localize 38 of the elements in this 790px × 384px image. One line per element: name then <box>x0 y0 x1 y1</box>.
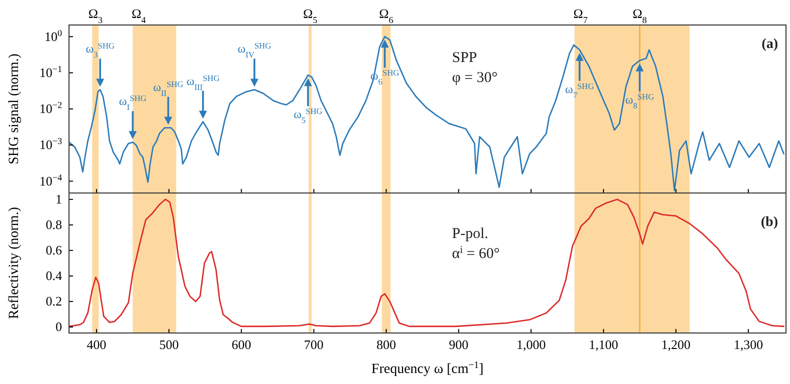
y-tick-label: 0.2 <box>46 294 62 309</box>
annotation: SPP <box>452 50 478 66</box>
y-tick-label: 10$^{0}$ <box>44 28 62 44</box>
ref-line-label: Ω$_{8}$ <box>632 6 648 25</box>
annotation: P-pol. <box>452 226 488 242</box>
annotation: (a) <box>762 37 778 52</box>
y-tick-label: 10$^{−4}$ <box>39 172 62 188</box>
y-tick-label: 0.8 <box>46 217 62 232</box>
y-tick-label: 0.4 <box>46 268 62 284</box>
y-tick-label: 0 <box>56 319 62 334</box>
y-tick-label: 0.6 <box>46 242 62 258</box>
line-series <box>69 198 785 328</box>
annotation: α$^{i}$ = 60° <box>452 244 500 262</box>
y-tick-label: 1 <box>56 192 62 207</box>
annotation: φ = 30° <box>452 70 498 86</box>
band-label: Ω$_{5}$ <box>303 6 318 25</box>
x-tick-label: 1,000 <box>516 337 546 352</box>
x-tick-label: 500 <box>159 337 179 352</box>
y-tick-label: 10$^{−1}$ <box>39 64 62 80</box>
x-tick-label: 400 <box>86 337 106 352</box>
band-label: Ω$_{4}$ <box>132 6 146 25</box>
x-tick-label: 600 <box>232 337 252 352</box>
y-axis-title: Reflectivity (norm.) <box>7 206 22 319</box>
y-tick-label: 10$^{−3}$ <box>39 136 62 152</box>
x-axis-title: Frequency ω [cm$^{−1}$] <box>371 360 484 377</box>
x-tick-label: 1,200 <box>661 337 691 352</box>
x-tick-label: 1,300 <box>734 337 763 352</box>
annotation: (b) <box>760 215 778 230</box>
x-tick-label: 900 <box>448 337 468 352</box>
x-tick-label: 700 <box>304 337 324 352</box>
line-series <box>69 36 785 192</box>
band-label: Ω$_{6}$ <box>379 6 394 25</box>
y-axis-title: SHG signal (norm.) <box>7 53 22 164</box>
x-tick-label: 800 <box>376 337 396 352</box>
band-label: Ω$_{7}$ <box>573 6 588 25</box>
y-tick-label: 10$^{−2}$ <box>39 100 62 116</box>
x-tick-label: 1,100 <box>588 337 618 352</box>
band-label: Ω$_{3}$ <box>88 6 103 25</box>
